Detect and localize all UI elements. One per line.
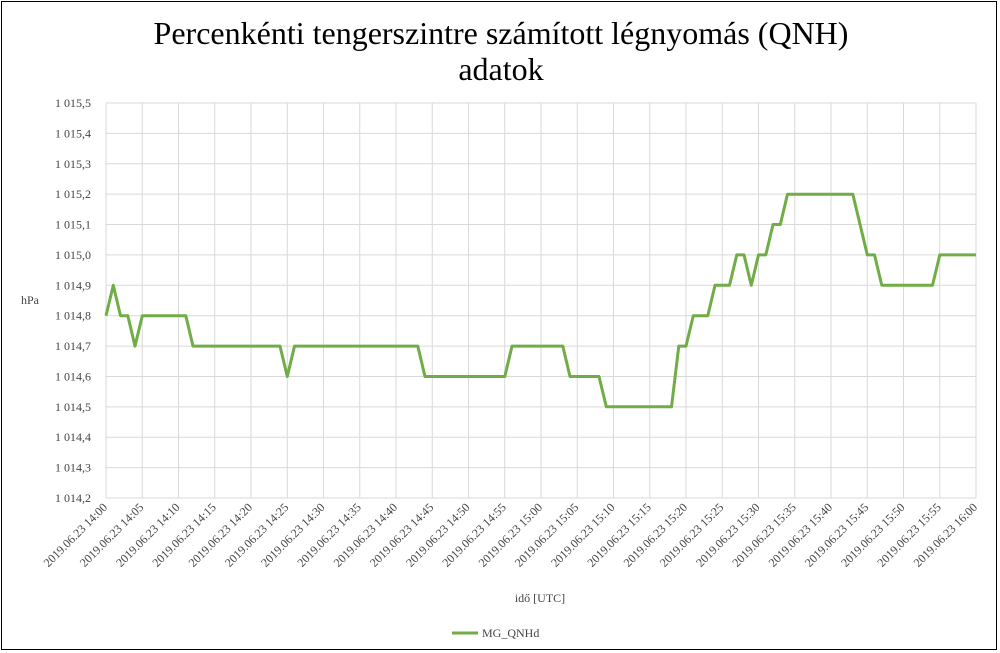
x-tick-label: 2019.06.23 14:30 <box>258 500 328 570</box>
chart-title-line2: adatok <box>458 51 543 87</box>
y-tick-label: 1 014,7 <box>55 339 91 353</box>
series-layer <box>104 192 976 409</box>
x-tick-label: 2019.06.23 14:55 <box>439 500 509 570</box>
x-tick-label: 2019.06.23 14:25 <box>222 500 292 570</box>
x-tick-label: 2019.06.23 14:40 <box>331 500 401 570</box>
x-tick-label: 2019.06.23 14:20 <box>186 500 256 570</box>
y-tick-label: 1 015,2 <box>55 187 91 201</box>
x-tick-label: 2019.06.23 15:15 <box>584 500 654 570</box>
x-tick-label: 2019.06.23 14:15 <box>149 500 219 570</box>
x-tick-label: 2019.06.23 15:30 <box>693 500 763 570</box>
y-axis-label: hPa <box>21 293 40 307</box>
x-tick-label: 2019.06.23 16:00 <box>911 500 981 570</box>
chart-title-line1: Percenkénti tengerszintre számított légn… <box>154 15 849 51</box>
y-tick-label: 1 014,9 <box>55 278 91 292</box>
y-axis-ticks: 1 015,5 1 015,4 1 015,3 1 015,2 1 015,1 1 015… <box>55 96 91 505</box>
x-tick-label: 2019.06.23 15:45 <box>802 500 872 570</box>
x-tick-label: 2019.06.23 15:40 <box>766 500 836 570</box>
y-tick-label: 1 014,6 <box>55 369 91 383</box>
x-tick-label: 2019.06.23 15:05 <box>512 500 582 570</box>
x-tick-label: 2019.06.23 14:45 <box>367 500 437 570</box>
x-tick-label: 2019.06.23 14:10 <box>113 500 183 570</box>
y-tick-label: 1 015,5 <box>55 96 91 110</box>
y-tick-label: 1 014,5 <box>55 400 91 414</box>
x-tick-label: 2019.06.23 14:35 <box>294 500 364 570</box>
y-tick-label: 1 014,3 <box>55 461 91 475</box>
y-tick-label: 1 015,4 <box>55 126 91 140</box>
x-tick-label: 2019.06.23 15:50 <box>838 500 908 570</box>
y-tick-label: 1 015,3 <box>55 157 91 171</box>
y-tick-label: 1 014,4 <box>55 430 91 444</box>
y-tick-label: 1 015,1 <box>55 218 91 232</box>
x-tick-label: 2019.06.23 15:00 <box>476 500 546 570</box>
legend: MG_QNHd <box>452 626 539 640</box>
series-line-mg-qnhd <box>104 192 976 409</box>
grid-lines <box>105 102 977 499</box>
x-tick-label: 2019.06.23 15:20 <box>621 500 691 570</box>
x-tick-label: 2019.06.23 14:50 <box>403 500 473 570</box>
y-tick-label: 1 014,2 <box>55 491 91 505</box>
x-tick-label: 2019.06.23 15:35 <box>729 500 799 570</box>
x-tick-label: 2019.06.23 15:10 <box>548 500 618 570</box>
x-tick-label: 2019.06.23 14:05 <box>77 500 147 570</box>
y-tick-label: 1 014,8 <box>55 309 91 323</box>
x-axis-label: idő [UTC] <box>515 591 565 605</box>
legend-label-mg-qnhd: MG_QNHd <box>482 626 539 640</box>
x-tick-label: 2019.06.23 15:25 <box>657 500 727 570</box>
x-tick-label: 2019.06.23 15:55 <box>874 500 944 570</box>
y-tick-label: 1 015,0 <box>55 248 91 262</box>
x-tick-label: 2019.06.23 14:00 <box>41 500 111 570</box>
